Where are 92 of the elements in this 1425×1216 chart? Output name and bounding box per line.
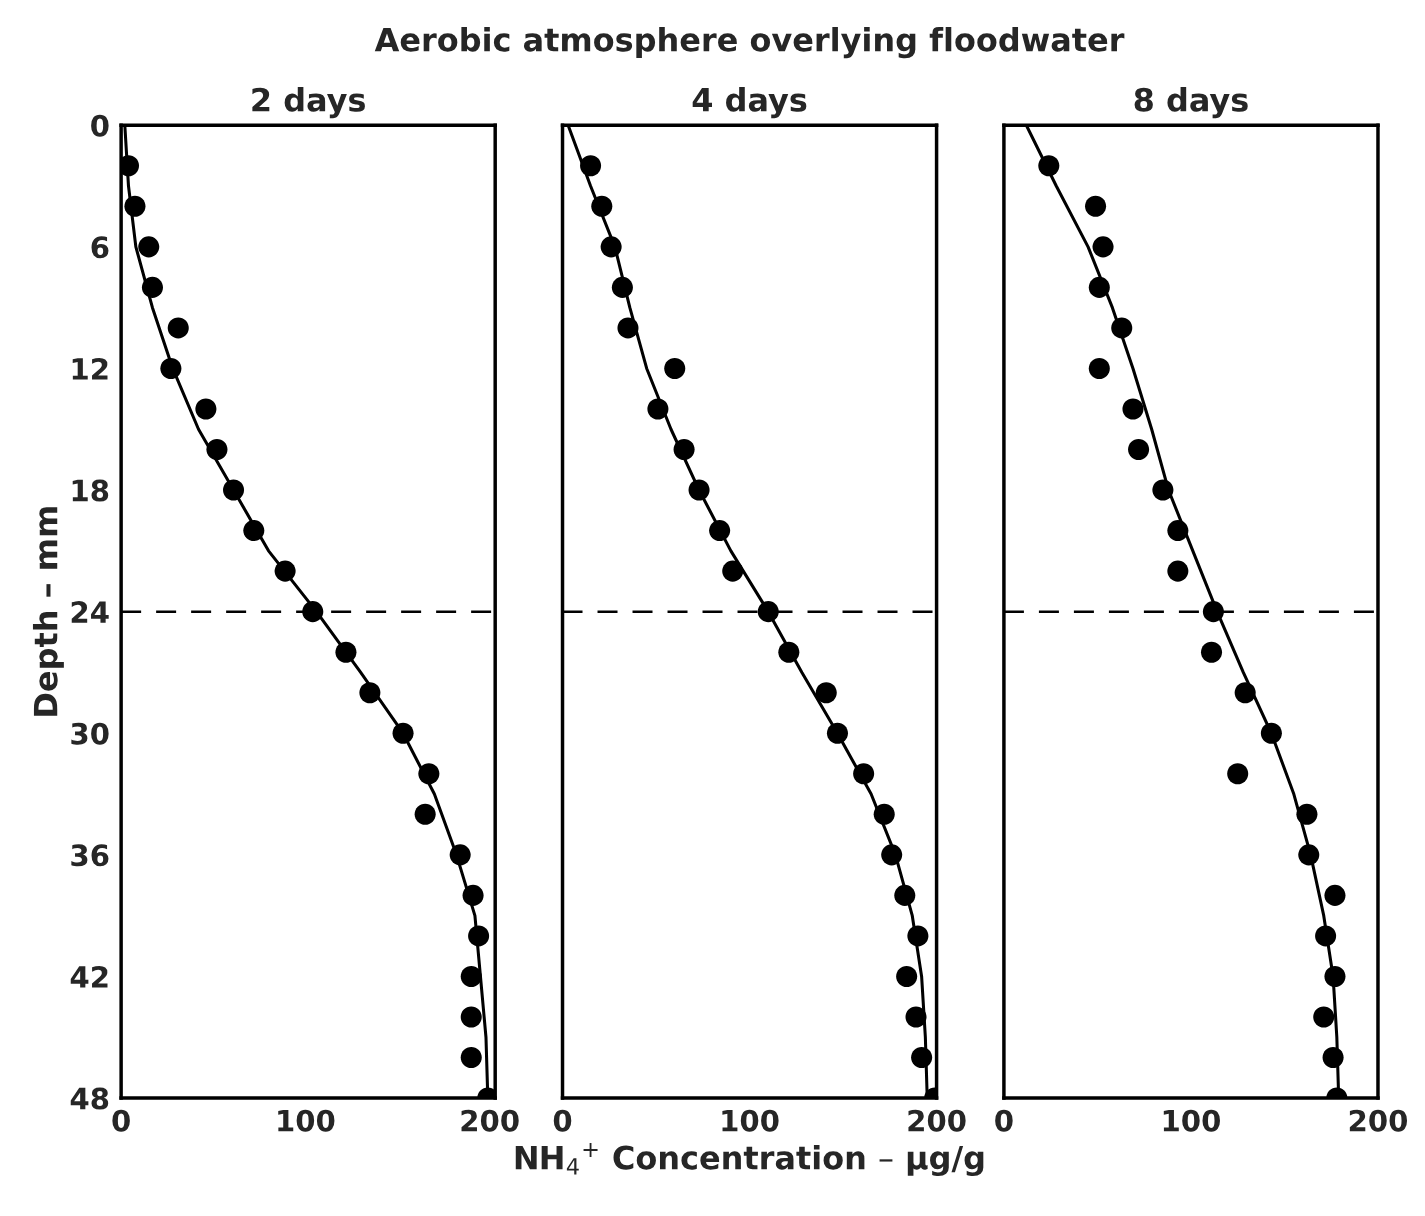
point xyxy=(709,520,731,542)
point xyxy=(1111,317,1133,339)
point xyxy=(647,398,669,420)
point xyxy=(462,884,484,906)
point xyxy=(1152,479,1174,501)
point xyxy=(1322,1046,1344,1069)
point xyxy=(853,763,875,785)
point xyxy=(1260,722,1282,744)
point xyxy=(206,438,228,461)
x-tick-label: 0 xyxy=(995,1109,1013,1132)
point xyxy=(414,803,436,825)
point xyxy=(611,276,633,298)
y-tick-label: 24 xyxy=(71,601,109,623)
point xyxy=(873,803,895,825)
point xyxy=(124,195,146,217)
point xyxy=(460,1046,482,1069)
x-tick-label: 200 xyxy=(461,1109,519,1132)
y-tick-label: 30 xyxy=(71,722,109,745)
point xyxy=(392,722,414,744)
point xyxy=(815,682,837,704)
point xyxy=(141,276,163,298)
point xyxy=(1234,682,1256,704)
point xyxy=(243,520,265,542)
point xyxy=(688,479,710,501)
x-tick-label: 200 xyxy=(1349,1109,1408,1132)
y-tick-label: 36 xyxy=(71,844,109,867)
point xyxy=(1122,398,1144,420)
point xyxy=(460,1006,482,1028)
point xyxy=(894,884,916,906)
chart-title: 2 days xyxy=(252,87,365,119)
point xyxy=(160,357,182,379)
point xyxy=(673,438,695,461)
point xyxy=(778,641,800,663)
point xyxy=(1167,560,1189,582)
point xyxy=(1298,844,1320,866)
point xyxy=(1324,884,1346,906)
point xyxy=(449,844,471,866)
point xyxy=(1313,1006,1335,1028)
point xyxy=(1038,155,1060,177)
point xyxy=(896,965,918,987)
point xyxy=(826,722,848,744)
point xyxy=(591,195,613,217)
y-tick-label: 6 xyxy=(91,236,109,259)
y-tick-label: 48 xyxy=(70,1087,109,1110)
point xyxy=(274,560,296,582)
point xyxy=(138,236,160,258)
point xyxy=(664,357,686,379)
point xyxy=(1088,276,1110,298)
x-tick-label: 0 xyxy=(112,1109,130,1132)
point xyxy=(468,925,490,947)
point xyxy=(1296,803,1318,825)
point xyxy=(905,1006,927,1028)
point xyxy=(600,236,622,258)
point xyxy=(460,965,482,987)
x-tick-label: 100 xyxy=(722,1109,779,1132)
x-tick-label: 0 xyxy=(553,1109,572,1132)
y-tick-label: 12 xyxy=(72,357,108,380)
point xyxy=(223,479,245,501)
point xyxy=(1088,357,1110,379)
point xyxy=(1167,520,1189,542)
point xyxy=(1227,763,1249,785)
point xyxy=(580,155,602,177)
y-axis-title: Depth – mm xyxy=(32,507,64,716)
x-axis-title: NH$_{4}$$^{+}$ Concentration – µg/g xyxy=(515,1142,984,1177)
point xyxy=(1324,965,1346,987)
x-tick-label: 200 xyxy=(908,1109,966,1132)
point xyxy=(881,844,903,866)
point xyxy=(418,763,440,785)
point xyxy=(1200,641,1223,663)
point xyxy=(335,641,357,663)
chart-title: 8 days xyxy=(1134,87,1248,119)
point xyxy=(907,925,929,947)
text: Aerobic atmosphere overlying floodwater xyxy=(374,26,1125,59)
point xyxy=(1128,438,1150,461)
point xyxy=(617,317,639,339)
x-tick-label: 100 xyxy=(1163,1109,1220,1132)
point xyxy=(167,317,189,339)
point xyxy=(1315,925,1337,947)
chart-title: 4 days xyxy=(692,87,807,119)
point xyxy=(302,601,324,623)
y-tick-label: 42 xyxy=(70,965,108,988)
point xyxy=(1085,195,1107,217)
point xyxy=(195,398,217,420)
point xyxy=(722,560,744,582)
point xyxy=(1092,236,1114,258)
point xyxy=(1202,601,1224,623)
point xyxy=(911,1046,933,1069)
y-tick-label: 0 xyxy=(91,114,109,137)
point xyxy=(359,682,381,704)
x-tick-label: 100 xyxy=(278,1109,335,1132)
y-tick-label: 18 xyxy=(72,479,109,502)
point xyxy=(757,601,779,623)
